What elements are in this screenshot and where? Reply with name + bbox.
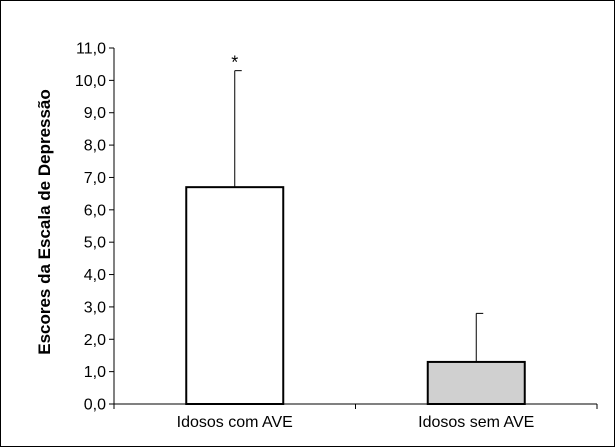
y-axis-label: Escores da Escala de Depressão	[35, 89, 54, 355]
y-tick-label: 3,0	[84, 299, 106, 316]
y-tick-label: 8,0	[84, 138, 106, 155]
chart-bars	[185, 186, 526, 406]
chart-error-bars	[234, 70, 484, 362]
y-tick-label: 7,0	[84, 170, 106, 187]
y-tick-label: 2,0	[84, 332, 106, 349]
chart-labels: 0,0 1,0 2,0 3,0 4,0 5,0 6,0 7,0 8,0 9,0 10,0 11,0 * I…	[75, 41, 534, 432]
y-tick-label: 1,0	[84, 364, 106, 381]
x-category-label: Idosos com AVE	[177, 414, 293, 431]
y-tick-label: 4,0	[84, 267, 106, 284]
y-tick-label: 10,0	[75, 73, 106, 90]
x-category-label: Idosos sem AVE	[418, 414, 534, 431]
significance-marker: *	[231, 53, 238, 73]
y-tick-label: 5,0	[84, 235, 106, 252]
bar-2	[426, 360, 526, 406]
y-tick-label: 0,0	[84, 397, 106, 414]
bar-1	[185, 186, 285, 405]
chart-axes	[109, 47, 598, 409]
y-tick-label: 9,0	[84, 105, 106, 122]
y-tick-label: 11,0	[76, 41, 106, 58]
y-tick-label: 6,0	[84, 202, 106, 219]
